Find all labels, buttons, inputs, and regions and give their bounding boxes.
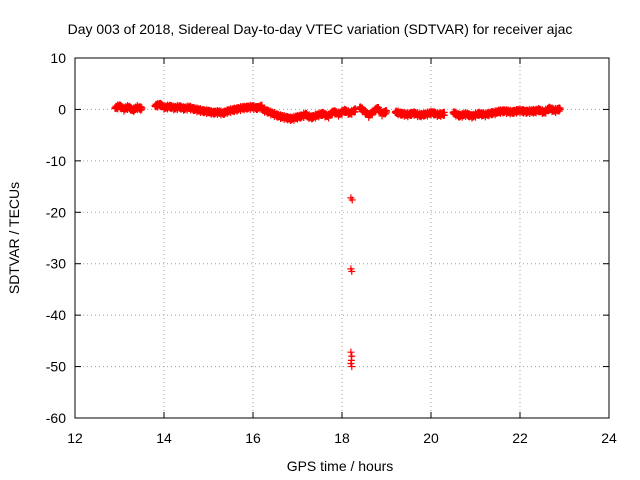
y-tick-label: -30 — [46, 256, 66, 272]
y-tick-label: -20 — [46, 204, 66, 220]
y-tick-label: -50 — [46, 359, 66, 375]
x-tick-label: 14 — [156, 430, 172, 446]
data-point — [556, 106, 564, 114]
y-tick-label: 0 — [58, 101, 66, 117]
x-tick-label: 24 — [601, 430, 617, 446]
y-tick-label: -40 — [46, 307, 66, 323]
x-axis-label: GPS time / hours — [287, 458, 394, 474]
y-axis-label: SDTVAR / TECUs — [6, 182, 22, 294]
data-point — [347, 348, 355, 356]
data-point — [383, 108, 390, 116]
x-tick-label: 20 — [423, 430, 439, 446]
data-point — [138, 105, 146, 113]
data-point — [440, 108, 448, 116]
y-tick-label: -60 — [46, 410, 66, 426]
data-point — [348, 267, 356, 275]
x-tick-label: 22 — [512, 430, 528, 446]
axis-ticks: 12 14 16 18 20 22 24 10 0 -10 -20 -30 -40 -50 -60 — [46, 50, 617, 446]
y-tick-label: -10 — [46, 153, 66, 169]
y-tick-label: 10 — [50, 50, 66, 66]
data-point — [348, 196, 356, 204]
data-point — [347, 359, 355, 367]
x-tick-label: 12 — [67, 430, 83, 446]
data-point — [348, 363, 356, 371]
x-tick-label: 16 — [245, 430, 261, 446]
chart-title: Day 003 of 2018, Sidereal Day-to-day VTE… — [68, 21, 573, 37]
data-points — [111, 99, 564, 371]
x-tick-label: 18 — [334, 430, 350, 446]
